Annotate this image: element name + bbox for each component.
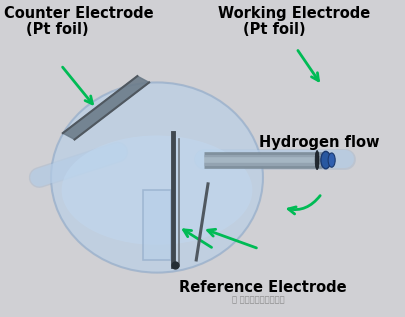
Ellipse shape [51, 82, 262, 273]
Ellipse shape [314, 151, 318, 170]
Text: (Pt foil): (Pt foil) [243, 22, 305, 37]
Ellipse shape [62, 136, 252, 245]
Text: 🔬 光电化化理论与应用: 🔬 光电化化理论与应用 [231, 295, 284, 304]
Ellipse shape [320, 152, 330, 169]
Text: Counter Electrode: Counter Electrode [4, 6, 153, 21]
FancyBboxPatch shape [143, 190, 171, 260]
Ellipse shape [327, 153, 335, 167]
Text: (Pt foil): (Pt foil) [26, 22, 88, 37]
Text: Working Electrode: Working Electrode [217, 6, 369, 21]
Text: Hydrogen flow: Hydrogen flow [258, 135, 379, 150]
Text: Reference Electrode: Reference Electrode [178, 280, 345, 294]
Polygon shape [63, 76, 149, 139]
